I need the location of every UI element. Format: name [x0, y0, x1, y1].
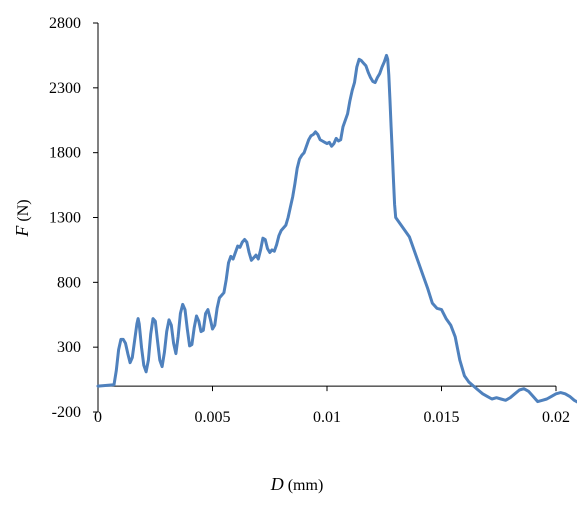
- x-tick-label: 0.015: [424, 409, 460, 426]
- series-line-1: [96, 53, 577, 404]
- y-tick-label: -200: [52, 404, 81, 421]
- y-tick-label: 300: [57, 339, 81, 356]
- chart-axes: [93, 22, 557, 413]
- y-axis-title: F (N): [12, 199, 32, 237]
- y-tick-label: 2800: [49, 15, 81, 32]
- y-tick-label: 1800: [49, 145, 81, 162]
- x-tick-label: 0.02: [542, 409, 570, 426]
- y-tick-label: 2300: [49, 80, 81, 97]
- plot-area: [96, 53, 577, 404]
- x-tick-label: 0.01: [313, 409, 341, 426]
- y-tick-label: 800: [57, 274, 81, 291]
- x-tick-label: 0.005: [195, 409, 231, 426]
- x-tick-label: 0: [94, 409, 102, 426]
- tick-labels: -200 300 800 1300 1800 2300 2800 0 0.005 0.01 0.01…: [49, 15, 570, 426]
- x-axis-title: D (mm): [270, 474, 324, 494]
- y-tick-label: 1300: [49, 210, 81, 227]
